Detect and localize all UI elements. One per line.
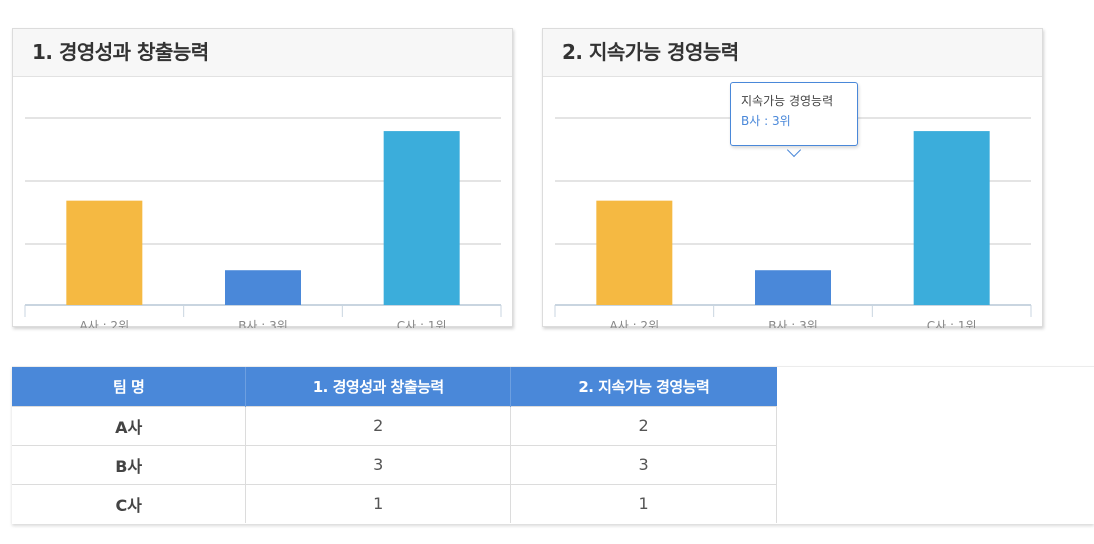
bar (755, 270, 831, 305)
x-tick-label: C사 : 1위 (927, 319, 977, 328)
sustainability-cell: 2 (510, 405, 777, 445)
team-cell: C사 (12, 483, 247, 523)
team-cell: A사 (12, 405, 247, 445)
rank-table-container: 팀 명 1. 경영성과 창출능력 2. 지속가능 경영능력 A사 2 2 B사 … (12, 366, 1094, 524)
tooltip-value: B사 : 3위 (741, 114, 791, 128)
bar (383, 131, 460, 305)
table-header-row: 팀 명 1. 경영성과 창출능력 2. 지속가능 경영능력 (12, 367, 777, 406)
chart-tooltip: 지속가능 경영능력 B사 : 3위 (730, 82, 858, 146)
performance-cell: 2 (245, 405, 512, 445)
x-tick-label: A사 : 2위 (80, 319, 130, 328)
sustainability-cell: 3 (510, 444, 777, 484)
team-cell: B사 (12, 444, 247, 484)
table-row: A사 2 2 (12, 405, 777, 445)
sustainability-cell: 1 (510, 483, 777, 523)
x-tick-label: B사 : 3위 (768, 319, 818, 328)
x-tick-label: C사 : 1위 (397, 319, 447, 328)
chart-title: 2. 지속가능 경영능력 (543, 29, 1042, 77)
chart-title: 1. 경영성과 창출능력 (13, 29, 512, 77)
bar-chart: A사 : 2위 B사 : 3위 C사 : 1위 (554, 117, 1032, 328)
chart-panel-1: 1. 경영성과 창출능력 A사 : 2위 B사 : 3위 C사 : 1위 (12, 28, 513, 328)
chart-panel-2: 2. 지속가능 경영능력 A사 : 2위 B사 : 3위 C사 : 1위 지속가능 … (542, 28, 1043, 328)
header-team: 팀 명 (12, 367, 247, 406)
table-row: C사 1 1 (12, 483, 777, 523)
bar-chart: A사 : 2위 B사 : 3위 C사 : 1위 (24, 117, 502, 328)
rank-table: 팀 명 1. 경영성과 창출능력 2. 지속가능 경영능력 A사 2 2 B사 … (12, 367, 777, 523)
bar (66, 200, 143, 305)
x-tick-label: B사 : 3위 (238, 319, 288, 328)
tooltip-title: 지속가능 경영능력 (741, 94, 834, 108)
header-sustainability: 2. 지속가능 경영능력 (510, 367, 777, 406)
x-tick-label: A사 : 2위 (610, 319, 660, 328)
bar (913, 131, 990, 305)
bar (225, 270, 301, 305)
performance-cell: 1 (245, 483, 512, 523)
table-row: B사 3 3 (12, 444, 777, 484)
bar (596, 200, 673, 305)
performance-cell: 3 (245, 444, 512, 484)
header-performance: 1. 경영성과 창출능력 (245, 367, 512, 406)
